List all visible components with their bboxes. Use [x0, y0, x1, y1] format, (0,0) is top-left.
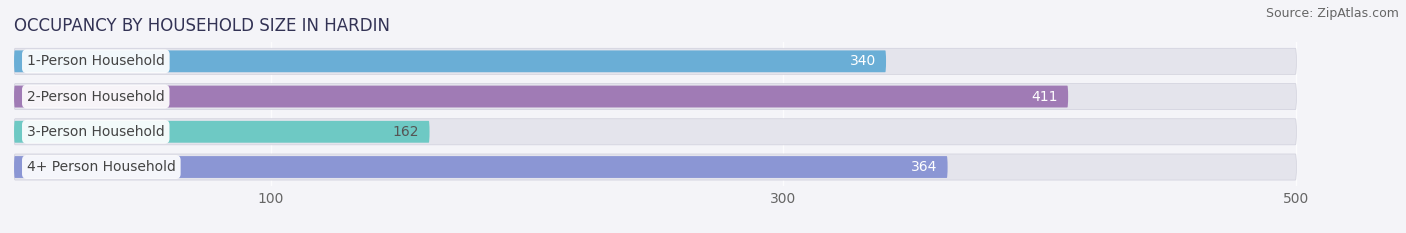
- FancyBboxPatch shape: [14, 156, 948, 178]
- Text: 340: 340: [849, 54, 876, 68]
- FancyBboxPatch shape: [14, 86, 1069, 107]
- Text: 3-Person Household: 3-Person Household: [27, 125, 165, 139]
- Text: OCCUPANCY BY HOUSEHOLD SIZE IN HARDIN: OCCUPANCY BY HOUSEHOLD SIZE IN HARDIN: [14, 17, 389, 35]
- FancyBboxPatch shape: [14, 50, 886, 72]
- FancyBboxPatch shape: [14, 48, 1296, 74]
- Text: 162: 162: [392, 125, 419, 139]
- Text: 2-Person Household: 2-Person Household: [27, 89, 165, 103]
- FancyBboxPatch shape: [14, 83, 1296, 110]
- FancyBboxPatch shape: [14, 154, 1296, 180]
- Text: 1-Person Household: 1-Person Household: [27, 54, 165, 68]
- Text: 364: 364: [911, 160, 938, 174]
- Text: 4+ Person Household: 4+ Person Household: [27, 160, 176, 174]
- FancyBboxPatch shape: [14, 121, 430, 143]
- FancyBboxPatch shape: [14, 119, 1296, 145]
- Text: Source: ZipAtlas.com: Source: ZipAtlas.com: [1265, 7, 1399, 20]
- Text: 411: 411: [1032, 89, 1057, 103]
